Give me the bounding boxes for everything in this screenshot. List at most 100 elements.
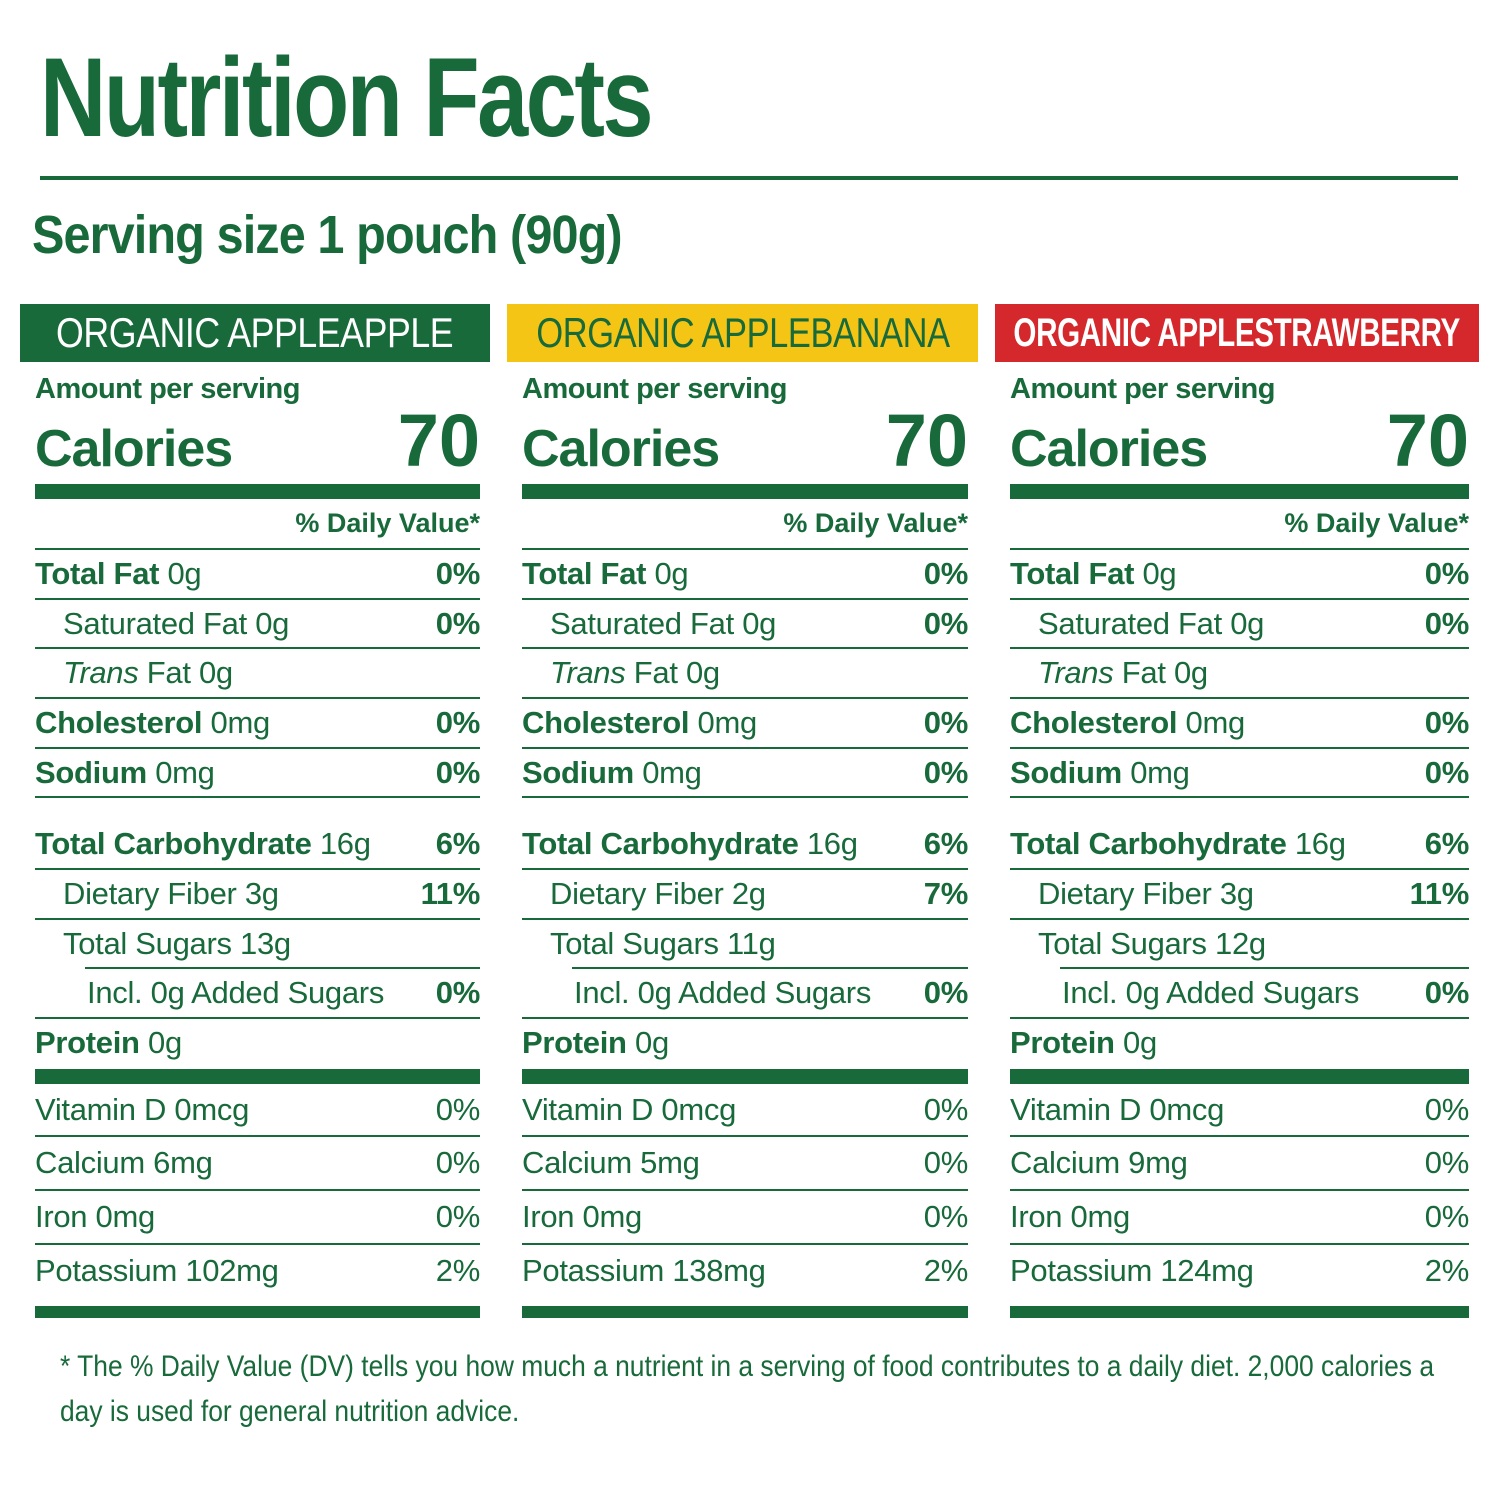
- nutrient-label: Dietary Fiber 3g: [63, 876, 279, 912]
- nutrient-value: 0%: [435, 605, 481, 641]
- row-total-carbohydrate: Total Carbohydrate 16g 6%: [522, 820, 968, 868]
- row-trans-fat: Trans Fat 0g: [35, 649, 480, 697]
- flavor-columns: ORGANIC APPLEAPPLE Amount per serving Ca…: [20, 304, 1479, 1319]
- separator: [1010, 647, 1469, 650]
- row-total-carbohydrate: Total Carbohydrate 16g 6%: [35, 820, 480, 868]
- nutrient-value: 0%: [1424, 705, 1470, 741]
- nutrient-value: 0%: [435, 975, 481, 1011]
- nutrient-label: Trans Fat 0g: [63, 655, 233, 691]
- row-saturated-fat: Saturated Fat 0g 0%: [35, 600, 480, 648]
- separator: [1010, 1188, 1469, 1191]
- row-vitamin-d: Vitamin D 0mcg 0%: [35, 1084, 480, 1136]
- separator: [1010, 746, 1469, 749]
- vitamin-value: 2%: [435, 1252, 481, 1288]
- row-calcium: Calcium 6mg 0%: [35, 1137, 480, 1189]
- row-potassium: Potassium 124mg 2%: [1010, 1245, 1469, 1297]
- nutrient-label: Cholesterol 0mg: [1010, 705, 1245, 741]
- bottom-divider: [522, 1306, 968, 1319]
- nutrient-value: 0%: [923, 705, 969, 741]
- row-total-carbohydrate: Total Carbohydrate 16g 6%: [1010, 820, 1469, 868]
- row-calcium: Calcium 5mg 0%: [522, 1137, 968, 1189]
- vitamin-label: Potassium 124mg: [1010, 1252, 1254, 1288]
- row-protein: Protein 0g: [35, 1019, 480, 1067]
- row-protein: Protein 0g: [522, 1019, 968, 1067]
- thick-divider: [1010, 484, 1469, 500]
- row-total-fat: Total Fat 0g 0%: [522, 550, 968, 598]
- row-dietary-fiber: Dietary Fiber 3g 11%: [1010, 870, 1469, 918]
- nutrient-label: Trans Fat 0g: [1038, 655, 1208, 691]
- column-applestrawberry: ORGANIC APPLESTRAWBERRY Amount per servi…: [995, 304, 1479, 1319]
- separator: [522, 548, 968, 551]
- footnote-line: * The % Daily Value (DV) tells you how m…: [60, 1350, 1435, 1384]
- row-trans-fat: Trans Fat 0g: [522, 649, 968, 697]
- separator: [35, 597, 480, 600]
- vitamin-value: 0%: [1424, 1198, 1470, 1234]
- separator: [35, 1016, 480, 1019]
- vitamin-value: 0%: [1424, 1091, 1470, 1127]
- nutrient-label: Incl. 0g Added Sugars: [1062, 975, 1360, 1011]
- vitamin-value: 0%: [435, 1145, 481, 1181]
- row-dietary-fiber: Dietary Fiber 3g 11%: [35, 870, 480, 918]
- nutrient-value: 6%: [923, 826, 969, 862]
- nutrient-value: 0%: [923, 605, 969, 641]
- flavor-banner: ORGANIC APPLEBANANA: [507, 304, 978, 362]
- separator: [522, 597, 968, 600]
- nutrient-label: Dietary Fiber 2g: [550, 876, 766, 912]
- separator: [522, 746, 968, 749]
- nutrient-label: Incl. 0g Added Sugars: [574, 975, 872, 1011]
- row-dietary-fiber: Dietary Fiber 2g 7%: [522, 870, 968, 918]
- row-saturated-fat: Saturated Fat 0g 0%: [522, 600, 968, 648]
- nutrient-value: 11%: [1409, 876, 1470, 912]
- nutrient-label: Total Fat 0g: [35, 556, 202, 592]
- nutrient-label: Sodium 0mg: [35, 754, 215, 790]
- row-total-sugars: Total Sugars 13g: [35, 920, 480, 968]
- row-trans-fat: Trans Fat 0g: [1010, 649, 1469, 697]
- vitamin-value: 0%: [923, 1091, 969, 1127]
- row-potassium: Potassium 102mg 2%: [35, 1245, 480, 1297]
- column-appleapple: ORGANIC APPLEAPPLE Amount per serving Ca…: [20, 304, 490, 1319]
- nutrient-label: Cholesterol 0mg: [522, 705, 757, 741]
- nutrient-label: Incl. 0g Added Sugars: [87, 975, 385, 1011]
- nutrient-label: Total Sugars 12g: [1038, 925, 1266, 961]
- separator: [35, 868, 480, 871]
- flavor-banner: ORGANIC APPLESTRAWBERRY: [995, 304, 1479, 362]
- separator: [35, 746, 480, 749]
- thick-divider: [522, 1068, 968, 1084]
- separator: [522, 917, 968, 920]
- row-added-sugars: Incl. 0g Added Sugars 0%: [522, 969, 968, 1017]
- nutrient-label: Protein 0g: [522, 1024, 669, 1060]
- separator: [35, 1188, 480, 1191]
- flavor-banner: ORGANIC APPLEAPPLE: [20, 304, 490, 362]
- calories-value: 70: [397, 398, 480, 482]
- daily-value-footnote: * The % Daily Value (DV) tells you how m…: [60, 1344, 1478, 1434]
- separator: [35, 548, 480, 551]
- amount-per-serving-label: Amount per serving: [35, 373, 300, 405]
- vitamin-label: Calcium 5mg: [522, 1145, 700, 1181]
- vitamin-value: 2%: [1424, 1252, 1470, 1288]
- nutrient-value: 0%: [923, 754, 969, 790]
- row-cholesterol: Cholesterol 0mg 0%: [35, 699, 480, 747]
- vitamin-label: Iron 0mg: [1010, 1198, 1130, 1234]
- daily-value-header: % Daily Value*: [783, 508, 968, 539]
- row-potassium: Potassium 138mg 2%: [522, 1245, 968, 1297]
- row-cholesterol: Cholesterol 0mg 0%: [1010, 699, 1469, 747]
- nutrient-value: 0%: [435, 754, 481, 790]
- column-applebanana: ORGANIC APPLEBANANA Amount per serving C…: [507, 304, 978, 1319]
- calories-value: 70: [1386, 398, 1469, 482]
- flavor-banner-label: ORGANIC APPLESTRAWBERRY: [1013, 310, 1461, 355]
- vitamin-label: Iron 0mg: [35, 1198, 155, 1234]
- separator: [522, 1188, 968, 1191]
- nutrient-value: 0%: [923, 556, 969, 592]
- page-title: Nutrition Facts: [40, 35, 654, 160]
- separator: [572, 967, 968, 970]
- row-saturated-fat: Saturated Fat 0g 0%: [1010, 600, 1469, 648]
- nutrient-label: Protein 0g: [35, 1024, 182, 1060]
- separator: [35, 796, 480, 799]
- separator: [522, 868, 968, 871]
- row-cholesterol: Cholesterol 0mg 0%: [522, 699, 968, 747]
- vitamin-label: Vitamin D 0mcg: [1010, 1091, 1225, 1127]
- row-iron: Iron 0mg 0%: [1010, 1191, 1469, 1243]
- separator: [1010, 1242, 1469, 1245]
- nutrient-value: 0%: [923, 975, 969, 1011]
- row-calcium: Calcium 9mg 0%: [1010, 1137, 1469, 1189]
